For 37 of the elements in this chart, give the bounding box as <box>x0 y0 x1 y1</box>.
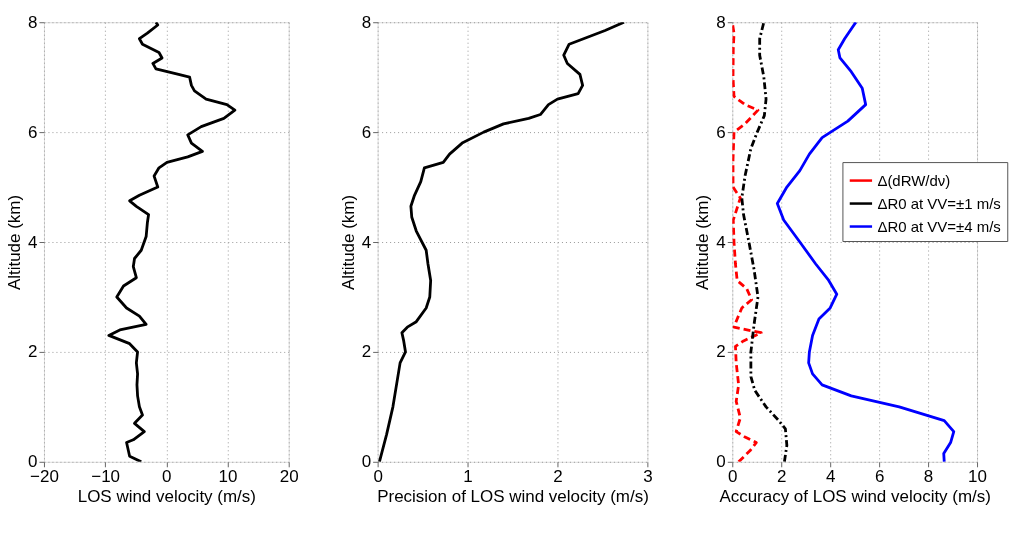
x-tick-label: 20 <box>279 467 299 487</box>
y-tick-label: 4 <box>28 232 38 252</box>
x-axis-title: Precision of LOS wind velocity (m/s) <box>377 487 649 507</box>
x-tick-label: 2 <box>553 467 563 487</box>
y-axis-title: Altitude (km) <box>338 194 358 291</box>
x-tick-label: 3 <box>643 467 653 487</box>
x-tick-label: 6 <box>874 467 885 487</box>
y-tick-label: 2 <box>361 342 372 362</box>
x-tick-label: 0 <box>162 467 172 487</box>
x-tick-label: 10 <box>968 467 987 487</box>
legend-label: ΔR0 at VV=±1 m/s <box>877 194 1001 212</box>
legend-label: ΔR0 at VV=±4 m/s <box>877 217 1001 235</box>
y-tick-label: 0 <box>716 452 726 472</box>
y-axis-title: Altitude (km) <box>5 194 25 291</box>
x-tick-label: −10 <box>91 467 121 487</box>
y-tick-label: 0 <box>361 452 372 472</box>
y-tick-label: 6 <box>28 122 38 142</box>
x-tick-label: 1 <box>463 467 473 487</box>
y-tick-label: 6 <box>716 122 726 142</box>
y-tick-label: 8 <box>28 12 38 32</box>
y-tick-label: 2 <box>28 342 38 362</box>
y-tick-label: 6 <box>361 122 372 142</box>
line-series <box>107 22 237 462</box>
line-series <box>740 22 789 462</box>
x-tick-label: 10 <box>218 467 238 487</box>
legend-label: Δ(dRW/dν) <box>877 171 951 189</box>
y-tick-label: 2 <box>716 342 726 362</box>
y-tick-label: 8 <box>716 12 726 32</box>
y-tick-label: 4 <box>716 232 726 252</box>
x-tick-label: 4 <box>825 467 836 487</box>
y-tick-label: 4 <box>361 232 372 252</box>
x-tick-label: 8 <box>923 467 934 487</box>
x-tick-label: 2 <box>777 467 787 487</box>
x-axis-title: Accuracy of LOS wind velocity (m/s) <box>719 487 991 507</box>
x-axis-title: LOS wind velocity (m/s) <box>77 487 256 507</box>
y-axis-title: Altitude (km) <box>693 194 713 291</box>
y-tick-label: 8 <box>361 12 372 32</box>
